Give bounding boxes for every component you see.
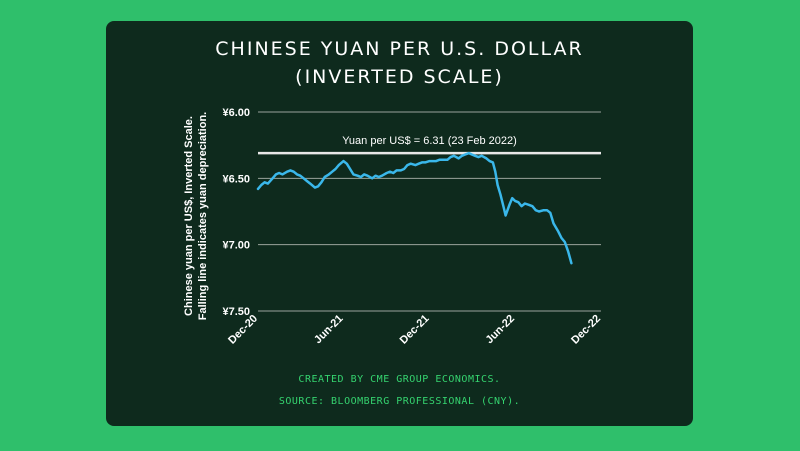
y-tick-label: ¥7.00: [222, 240, 250, 252]
x-tick-label: Dec-21: [398, 313, 432, 347]
y-tick-label: ¥6.50: [222, 173, 250, 185]
x-tick-label: Jun-22: [484, 313, 518, 347]
gridlines: [258, 111, 601, 312]
x-tick-label: Jun-21: [312, 313, 346, 347]
y-axis-ticks: ¥6.00 ¥6.50 ¥7.00 ¥7.50: [222, 107, 250, 318]
y-tick-label: ¥6.00: [222, 107, 250, 119]
footer-credit: Created by CME Group Economics.: [298, 374, 501, 385]
series-line: [256, 151, 573, 265]
reference-line-group: Yuan per US$ = 6.31 (23 Feb 2022): [258, 135, 601, 155]
footer-source: Source: Bloomberg Professional (CNY).: [278, 396, 521, 407]
chart-subtitle: (Inverted Scale): [295, 66, 504, 88]
y-tick-label: ¥7.50: [222, 306, 250, 318]
line-chart: ¥6.00¥6.50¥7.00¥7.50 Dec-20 Jun-21 Dec-21 J…: [183, 107, 603, 347]
x-axis-ticks: Dec-20 Jun-21 Dec-21 Jun-22 Dec-22: [226, 313, 603, 347]
x-tick-label: Dec-22: [569, 313, 603, 347]
y-axis-label: Chinese yuan per US$, Inverted Scale.: [183, 116, 195, 316]
series-group: [256, 151, 573, 265]
chart-card: Chinese Yuan per U.S. Dollar (Inverted S…: [106, 21, 693, 426]
chart-title: Chinese Yuan per U.S. Dollar: [215, 38, 584, 60]
y-axis-label-note: Falling line indicates yuan depreciation…: [197, 112, 209, 320]
reference-line-label: Yuan per US$ = 6.31 (23 Feb 2022): [342, 135, 517, 147]
